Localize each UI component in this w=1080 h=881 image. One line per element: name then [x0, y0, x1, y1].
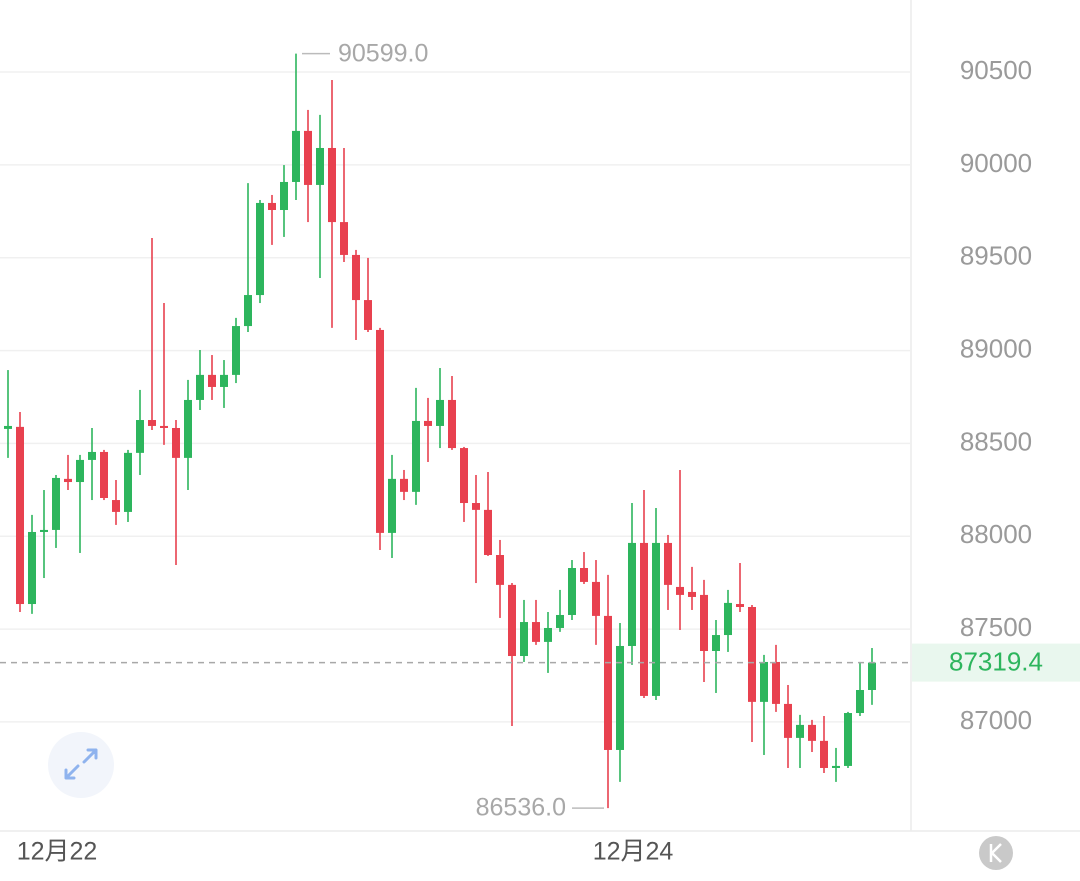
candle-body — [676, 586, 684, 595]
candle-body — [556, 614, 564, 628]
candle-body — [712, 635, 720, 652]
candle-body — [172, 427, 180, 458]
y-tick-label: 88000 — [960, 519, 1032, 549]
k-button-bg — [979, 836, 1013, 870]
candle-body — [472, 503, 480, 510]
candle-body — [424, 420, 432, 426]
candle-body — [784, 703, 792, 738]
candle-body — [184, 399, 192, 458]
candle-body — [52, 477, 60, 530]
candle-body — [664, 542, 672, 585]
x-tick-label: 12月24 — [593, 838, 674, 866]
last-price-tag — [912, 643, 1080, 682]
y-tick-label: 87500 — [960, 612, 1032, 642]
y-tick-label: 90500 — [960, 55, 1032, 85]
expand-button-bg — [48, 732, 114, 798]
candle-body — [412, 420, 420, 492]
candle-body — [736, 604, 744, 607]
x-tick-label: 12月22 — [17, 838, 98, 866]
candle-body — [832, 765, 840, 768]
k-icon — [989, 843, 1002, 863]
candle-body — [700, 594, 708, 652]
candle-body — [844, 713, 852, 766]
candle-body — [748, 606, 756, 702]
candle-body — [220, 374, 228, 387]
candle-body — [568, 568, 576, 615]
candle-body — [280, 181, 288, 211]
candle-body — [436, 399, 444, 426]
y-tick-label: 90000 — [960, 148, 1032, 178]
candle-body — [40, 529, 48, 532]
candle-body — [196, 374, 204, 400]
candle-body — [304, 130, 312, 185]
candle-body — [484, 509, 492, 556]
candle-body — [244, 295, 252, 327]
candle-body — [628, 542, 636, 646]
candle-body — [772, 661, 780, 704]
min-label: 86536.0 — [476, 794, 566, 822]
last-price-label: 87319.4 — [949, 647, 1043, 677]
candle-body — [856, 689, 864, 714]
candle-body — [760, 661, 768, 702]
candle-body — [448, 399, 456, 449]
candles — [4, 53, 876, 809]
candle-body — [724, 602, 732, 636]
expand-button[interactable] — [48, 732, 114, 798]
candle-body — [652, 542, 660, 696]
candle-body — [508, 584, 516, 657]
candle-body — [604, 615, 612, 750]
y-tick-label: 89000 — [960, 333, 1032, 363]
candle-body — [124, 452, 132, 512]
candle-body — [364, 300, 372, 330]
candle-body — [460, 448, 468, 504]
candle-body — [100, 451, 108, 498]
candle-body — [808, 724, 816, 741]
candle-body — [580, 568, 588, 582]
candle-body — [616, 645, 624, 750]
candle-body — [64, 478, 72, 483]
candle-body — [868, 662, 876, 690]
candle-body — [400, 478, 408, 492]
candle-body — [688, 591, 696, 597]
candle-body — [796, 724, 804, 738]
candle-body — [532, 622, 540, 642]
candle-body — [340, 222, 348, 255]
candle-body — [268, 202, 276, 211]
candle-body — [496, 555, 504, 585]
k-button[interactable] — [979, 836, 1013, 870]
candle-body — [28, 531, 36, 605]
max-label: 90599.0 — [338, 39, 428, 67]
candle-body — [352, 254, 360, 301]
candle-body — [4, 425, 12, 429]
candle-body — [16, 426, 24, 605]
candle-body — [544, 627, 552, 642]
candle-body — [520, 622, 528, 657]
candle-body — [292, 130, 300, 182]
y-tick-label: 88500 — [960, 426, 1032, 456]
candle-body — [88, 451, 96, 460]
candle-body — [232, 326, 240, 375]
candle-body — [256, 202, 264, 296]
candle-body — [76, 459, 84, 483]
y-tick-label: 89500 — [960, 241, 1032, 271]
expand-icon — [64, 748, 98, 780]
candle-body — [592, 581, 600, 616]
candle-body — [820, 740, 828, 768]
candle-body — [160, 425, 168, 428]
candle-body — [316, 147, 324, 185]
candle-body — [208, 374, 216, 387]
candle-body — [148, 420, 156, 426]
y-tick-label: 87000 — [960, 705, 1032, 735]
candle-body — [136, 420, 144, 453]
candle-body — [328, 147, 336, 223]
candle-body — [376, 329, 384, 533]
candle-body — [112, 500, 120, 512]
candle-body — [640, 542, 648, 696]
candle-body — [388, 478, 396, 533]
